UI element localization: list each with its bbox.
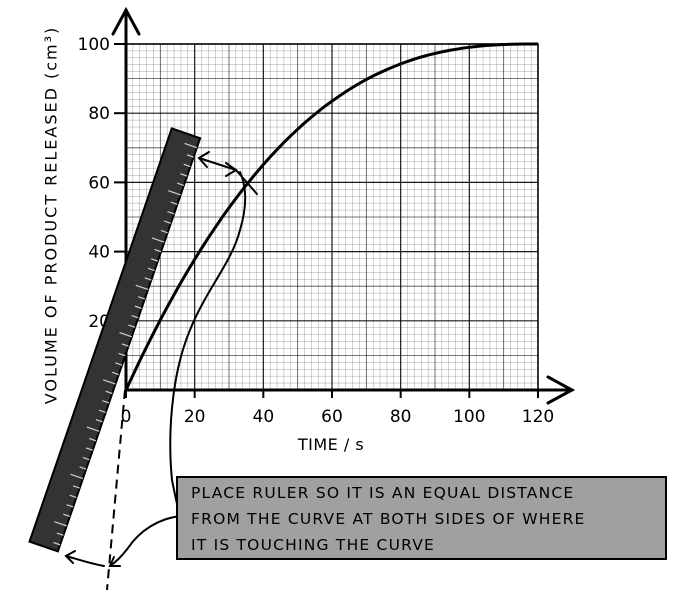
ruler-tick [86, 426, 100, 432]
x-axis-title: TIME / s [297, 435, 364, 454]
x-tick-label: 80 [390, 407, 412, 427]
ruler-tick [72, 485, 80, 489]
y-tick-label: 60 [88, 173, 110, 193]
ruler-tick [89, 437, 97, 442]
distance-arrow-left [198, 157, 237, 171]
ruler-tick [119, 331, 132, 338]
ruler-tick [186, 154, 194, 158]
ruler-tick [167, 211, 175, 215]
ruler-tick [137, 296, 145, 300]
ruler-tick [160, 229, 168, 234]
ruler-tick [98, 409, 106, 413]
intersection-pointer [64, 515, 182, 567]
y-tick-label: 40 [88, 243, 110, 263]
ruler-tick [177, 182, 185, 187]
ruler [28, 127, 202, 553]
ruler-tick [82, 456, 90, 461]
x-tick-label: 100 [453, 407, 485, 427]
ruler-tick [180, 173, 188, 177]
note-line-3: IT IS TOUCHING THE CURVE [191, 536, 435, 554]
y-axis-arrow [111, 6, 141, 36]
ruler-body [28, 127, 202, 553]
ruler-extension-dashed-line [106, 389, 126, 591]
ruler-tick [66, 504, 74, 508]
x-tick-label: 60 [321, 407, 343, 427]
ruler-tick [63, 513, 71, 517]
x-tick-label: 20 [184, 407, 206, 427]
note-line-2: FROM THE CURVE AT BOTH SIDES OF WHERE [191, 510, 586, 528]
ruler-tick [115, 362, 123, 366]
ruler-tick [53, 541, 61, 546]
distance-arrow-loop [169, 171, 247, 517]
ruler-tick [111, 371, 119, 376]
ruler-tick [134, 305, 142, 309]
y-tick-label: 100 [78, 35, 110, 55]
ruler-tick [121, 343, 129, 347]
y-tick-label: 80 [88, 104, 110, 124]
ruler-tick [184, 142, 198, 149]
ruler-tick [79, 466, 87, 470]
product-release-curve [124, 42, 538, 391]
ruler-tick [183, 163, 191, 168]
ruler-tick [135, 284, 149, 291]
x-tick-label: 120 [522, 407, 554, 427]
x-axis-arrow [546, 375, 576, 405]
ruler-tick [151, 237, 165, 243]
distance-arrowhead-right [225, 162, 238, 177]
ruler-tick [95, 419, 103, 423]
x-tick-labels: 0 20 40 60 80 100 120 [121, 390, 554, 427]
ruler-tick [85, 447, 93, 451]
ruler-ticks [53, 142, 198, 546]
ruler-tick [118, 352, 126, 357]
ruler-tick [168, 190, 181, 196]
ruler-tick [164, 220, 172, 224]
instruction-note: PLACE RULER SO IT IS AN EQUAL DISTANCE F… [176, 476, 667, 560]
ruler-tick [54, 521, 67, 527]
ruler-tick [128, 324, 136, 328]
distance-arrowhead-left [197, 151, 210, 168]
instruction-note-box [176, 476, 667, 560]
ruler-tick [131, 315, 139, 319]
x-tick-label: 40 [253, 407, 275, 427]
ruler-tick [170, 201, 178, 205]
ruler-tick [150, 258, 159, 262]
distance-arrow-right [235, 169, 258, 195]
ruler-tick [56, 532, 64, 536]
y-axis-title: VOLUME OF PRODUCT RELEASED (cm³) [42, 26, 61, 405]
ruler-tick [147, 267, 155, 272]
note-line-1: PLACE RULER SO IT IS AN EQUAL DISTANCE [191, 484, 574, 502]
axes [111, 6, 576, 405]
ruler-tick [144, 277, 152, 281]
x-tick-label: 0 [121, 407, 132, 427]
ruler-tick [69, 494, 77, 499]
ruler-tick [70, 473, 84, 480]
ruler-tick [103, 379, 116, 385]
ruler-tick [105, 390, 113, 395]
ruler-tick [102, 400, 110, 404]
equal-distance-arrows [169, 151, 258, 517]
ruler-tick [154, 248, 162, 253]
graph-paper-grid [125, 43, 539, 391]
